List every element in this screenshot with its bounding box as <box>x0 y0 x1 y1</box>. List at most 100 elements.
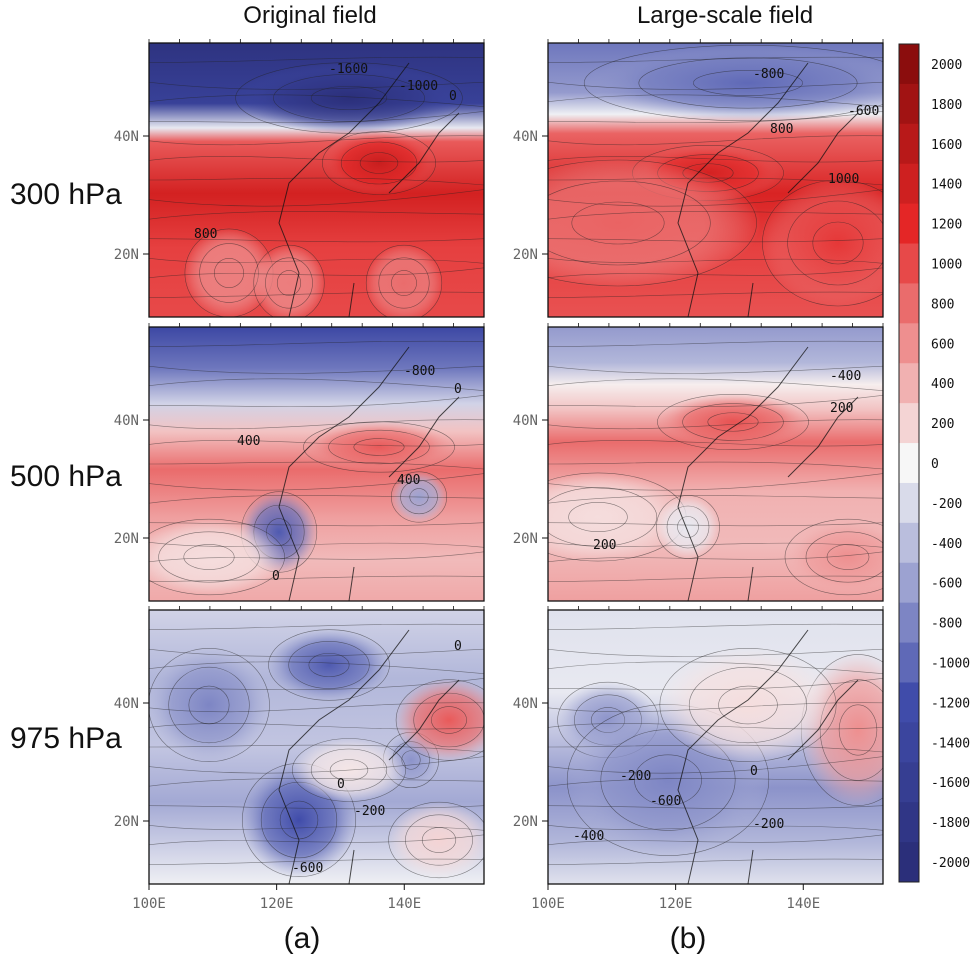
y-tick-label: 40N <box>513 129 538 145</box>
contour-line <box>548 135 883 146</box>
contour-label: 0 <box>454 382 462 397</box>
contour-line <box>682 403 784 441</box>
contour-line <box>548 472 687 562</box>
contour-line <box>787 200 883 286</box>
panel-frame <box>148 609 485 885</box>
contour-line <box>548 461 883 470</box>
contour-label: -600 <box>650 794 681 809</box>
coastline <box>278 62 460 317</box>
field-fill <box>548 43 883 317</box>
contour-line <box>149 756 484 774</box>
contour-line <box>548 81 883 90</box>
contour-label: -200 <box>753 817 784 832</box>
field-fill <box>149 43 484 317</box>
contour-line <box>826 544 870 570</box>
contour-label: -800 <box>404 364 435 379</box>
contour-line <box>548 702 883 713</box>
colorbar-swatch <box>899 363 919 404</box>
field-anomaly <box>320 130 438 196</box>
colorbar-tick-label: -1000 <box>931 657 970 672</box>
contour-line <box>548 756 883 774</box>
contour-line <box>548 778 883 787</box>
map-panel-0-0: -1600 -1000 0 800 <box>149 43 484 317</box>
contour-line <box>548 805 883 810</box>
contour-label: 400 <box>237 434 260 449</box>
colorbar-swatch <box>899 203 919 245</box>
colorbar-swatch <box>899 443 919 484</box>
field-anomaly <box>394 678 484 762</box>
contour-line <box>548 156 883 163</box>
contour-line <box>149 575 484 582</box>
contour-line <box>819 679 883 781</box>
contour-line <box>632 144 784 202</box>
contour-line <box>378 257 430 309</box>
contour-line <box>784 518 883 596</box>
contour-line <box>321 131 436 195</box>
contour-line <box>548 723 883 730</box>
y-tick-label: 20N <box>114 247 139 263</box>
contour-line <box>395 679 484 761</box>
contour-line <box>548 541 883 548</box>
contour-line <box>548 394 883 408</box>
contour-line <box>240 491 318 573</box>
contour-line <box>801 654 883 806</box>
contour-line <box>158 531 260 583</box>
contour-line <box>235 62 463 134</box>
contour-line <box>682 163 734 183</box>
contour-label: -600 <box>848 104 879 119</box>
contour-line <box>149 378 484 392</box>
contour-line <box>548 189 883 207</box>
contour-line <box>149 156 484 163</box>
contour-line <box>548 257 883 264</box>
coastline <box>677 62 859 317</box>
contour-line <box>548 56 883 63</box>
colorbar-tick-label: 200 <box>931 417 954 432</box>
contour-line <box>634 754 702 806</box>
colorbar-tick-label: 1400 <box>931 178 962 193</box>
contour-line <box>548 440 883 447</box>
contour-line <box>266 518 292 546</box>
contour-line <box>548 623 883 630</box>
y-tick-label: 40N <box>513 696 538 712</box>
contour-line <box>149 723 484 730</box>
contour-line <box>401 750 421 770</box>
field-anomaly <box>149 646 272 764</box>
colorbar-tick-label: -1400 <box>931 736 970 751</box>
contour-line <box>657 393 809 451</box>
contour-line <box>400 479 438 515</box>
contour-line <box>149 805 484 810</box>
contour-line <box>353 438 405 456</box>
contour-line <box>149 551 484 563</box>
x-tick-label: 120E <box>260 896 294 912</box>
contour-line <box>359 152 399 174</box>
field-anomaly <box>657 646 839 764</box>
contour-line <box>707 412 759 432</box>
contour-label: -800 <box>753 67 784 82</box>
contour-label: -1600 <box>329 62 368 77</box>
contour-line <box>149 267 484 279</box>
column-title-large-scale: Large-scale field <box>636 2 814 29</box>
colorbar-tick-label: -400 <box>931 537 962 552</box>
contour-line <box>548 824 883 831</box>
contour-line <box>273 74 425 122</box>
contour-line <box>548 473 883 491</box>
panel-label-b: (b) <box>669 922 707 955</box>
y-tick-label: 20N <box>513 531 538 547</box>
field-anomaly <box>266 628 392 702</box>
contour-line <box>149 623 484 630</box>
colorbar-swatch <box>899 642 919 683</box>
colorbar-swatch <box>899 283 919 324</box>
colorbar-tick-label: 600 <box>931 337 954 352</box>
y-tick-label: 20N <box>114 814 139 830</box>
map-panel-2-0: 0 0 -200 -600 <box>149 610 484 884</box>
field-anomaly <box>630 144 786 202</box>
contour-line <box>666 505 710 549</box>
colorbar-tick-label: 800 <box>931 297 954 312</box>
contour-line <box>574 694 642 746</box>
field-anomaly <box>387 801 484 879</box>
colorbar-frame <box>898 43 920 883</box>
contour-line <box>390 471 448 523</box>
colorbar-tick-label: -1800 <box>931 816 970 831</box>
colorbar-tick-label: -800 <box>931 617 962 632</box>
contour-line <box>548 648 883 657</box>
